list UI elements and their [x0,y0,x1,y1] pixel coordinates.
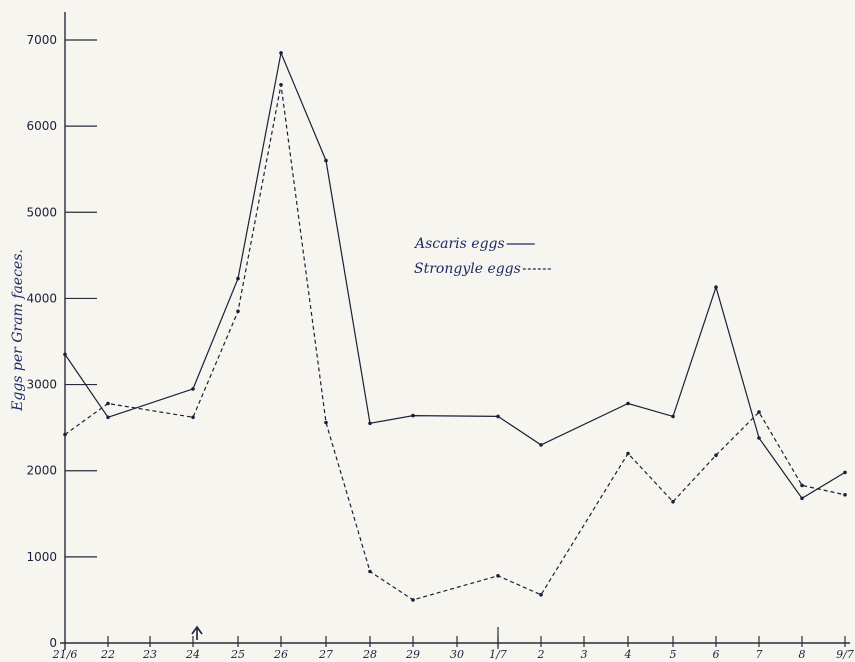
y-tick-label: 6000 [26,119,57,133]
x-tick-label: 24 [185,648,200,661]
data-point [626,401,630,406]
series-line-strongyle [64,84,846,601]
x-tick-label: 9/7 [836,648,854,661]
data-point [411,413,415,418]
data-point [800,496,804,501]
data-point [714,453,718,458]
data-point [279,83,283,87]
arrow-marker-head [191,625,203,635]
series-group [63,50,847,602]
data-point [106,401,110,406]
x-axis-ticks: 21/6 22 23 24 25 26 27 28 29 30 1/7 2 3 4 5 6 7 8 9/7 [52,625,854,661]
data-point [539,443,543,447]
data-point [236,309,240,314]
data-point [626,451,630,456]
x-tick-label: 6 [713,648,720,661]
data-point [63,352,67,357]
data-point [191,415,195,420]
y-axis-label: Eggs per Gram faeces. [10,249,26,412]
x-tick-label: 4 [624,648,632,661]
y-tick-label: 2000 [26,464,57,478]
x-tick-label: 28 [362,648,377,661]
data-point [671,499,675,504]
data-point [324,420,328,425]
data-point [496,414,500,419]
y-tick-label: 0 [49,636,57,650]
x-tick-label: 21/6 [52,648,78,661]
x-tick-label: 5 [670,648,677,661]
x-tick-label: 26 [273,648,288,661]
x-tick-label: 30 [450,648,464,661]
y-tick-label: 7000 [26,33,57,47]
data-point [843,470,847,475]
x-tick-label: 25 [230,648,245,661]
data-point [496,574,500,578]
y-tick-label: 1000 [26,550,57,564]
legend-label: Ascaris eggs [413,236,505,252]
y-tick-label: 3000 [26,378,57,392]
data-point [279,51,283,55]
data-point [106,415,110,420]
x-tick-label: 29 [405,648,420,661]
y-axis-ticks: 0 1000 2000 3000 4000 5000 6000 7000 [26,33,97,650]
series-line-ascaris [64,50,846,500]
x-tick-label: 8 [799,648,806,661]
data-point [324,158,328,163]
data-point [843,493,847,497]
x-tick-label: 22 [100,648,115,661]
x-tick-label: 2 [537,648,545,661]
data-point [63,432,67,437]
axes [60,12,850,650]
x-tick-label: 7 [756,648,763,661]
y-tick-label: 5000 [26,205,57,219]
data-point [757,410,761,414]
data-point [757,436,761,440]
x-tick-label: 3 [581,648,588,661]
data-point [236,276,240,281]
y-tick-label: 4000 [26,291,57,305]
x-tick-label: 1/7 [489,648,507,661]
data-point [191,387,195,391]
data-point [539,593,543,597]
x-tick-label: 23 [142,648,157,661]
data-point [411,598,415,602]
legend: Ascaris eggs Strongyle eggs [413,236,551,277]
legend-label: Strongyle eggs [414,261,521,277]
data-point [800,483,804,488]
data-point [671,414,675,419]
data-point [368,421,372,426]
data-point [368,569,372,574]
x-tick-label: 27 [318,648,333,661]
data-point [714,285,718,290]
